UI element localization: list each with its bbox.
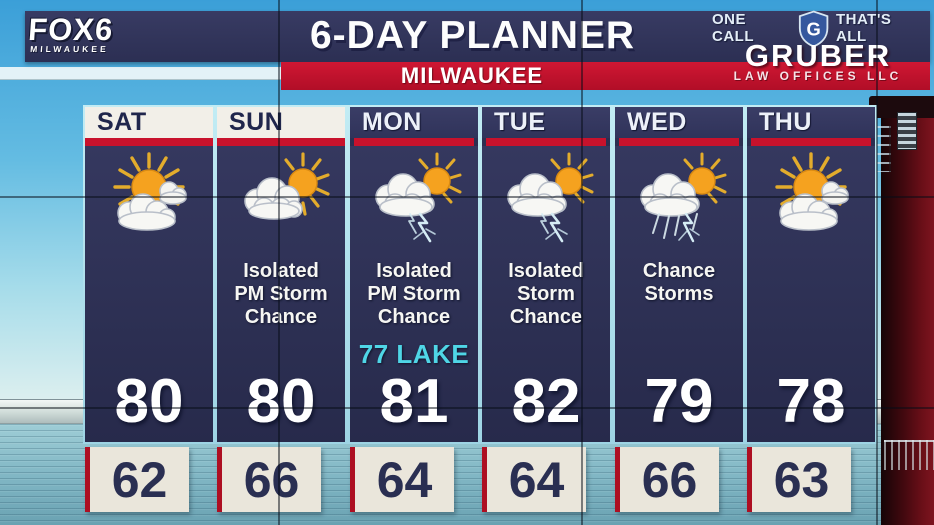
low-temp: 63 [773,451,830,508]
high-temp: 80 [246,367,316,436]
low-temp: 66 [641,451,698,508]
day-red-stripe [354,138,474,146]
day-red-stripe [217,138,345,146]
weather-icon [99,151,199,255]
weather-icon [761,151,861,255]
forecast-column-sat: SAT 80 62 [85,107,213,512]
lighthouse-cap [869,96,934,118]
forecast-panel-backing [83,105,877,444]
gruber-shield-icon: G [798,10,829,48]
low-temp-box: 62 [85,447,189,512]
condition-text: Isolated Storm Chance [508,260,584,328]
low-temp-box: 64 [350,447,454,512]
lake-temp-note: 77 LAKE [358,339,470,369]
day-label: THU [747,107,875,138]
forecast-column-mon: MON Isolated PM Storm Chance 77 LAKE 81 [350,107,478,512]
forecast-column-wed: WED Chance Storms 79 [615,107,743,512]
header-red-band [281,62,930,90]
forecast-column-sun: SUN Isolated PM Storm Chance 80 66 [217,107,345,512]
high-temp: 79 [644,367,714,436]
day-red-row [85,138,213,146]
day-red-row [747,138,875,146]
station-logo: FOX6 MILWAUKEE [27,12,115,54]
lighthouse-fence [884,440,934,470]
day-label: SUN [217,107,345,138]
forecast-column-tue: TUE Isolated Storm Chance 82 64 [482,107,610,512]
day-body: 78 [747,146,875,442]
condition-text [94,255,204,339]
high-temp: 81 [379,367,449,436]
condition-text: Isolated PM Storm Chance [367,260,461,328]
distant-pier [0,67,281,80]
low-temp: 66 [243,451,300,508]
low-temp: 62 [111,451,168,508]
station-city: MILWAUKEE [29,44,110,54]
condition-text: Chance Storms [642,260,716,305]
low-temp-box: 66 [217,447,321,512]
day-body: Isolated PM Storm Chance 77 LAKE 81 [350,146,478,442]
sponsor-name: GRUBER [744,38,892,73]
low-temp-box: 64 [482,447,586,512]
high-temp: 82 [511,367,581,436]
day-label: TUE [482,107,610,138]
low-temp: 64 [376,451,433,508]
location-label: MILWAUKEE [400,63,544,88]
sponsor-subtitle: LAW OFFICES LLC [733,69,903,83]
day-red-stripe [619,138,739,146]
header-banner [25,11,930,62]
forecast-column-thu: THU 78 63 [747,107,875,512]
condition-text: Isolated PM Storm Chance [234,260,328,328]
day-red-stripe [751,138,871,146]
day-body: Isolated PM Storm Chance 80 [217,146,345,442]
condition-text [756,255,866,339]
day-label: SAT [85,107,213,138]
high-temp: 80 [114,367,184,436]
low-temp-box: 63 [747,447,851,512]
page-title: 6-DAY PLANNER [309,14,636,57]
day-red-row [350,138,478,146]
weather-icon [231,151,331,255]
low-temp-box: 66 [615,447,719,512]
day-label: WED [615,107,743,138]
high-temp: 78 [776,367,846,436]
day-body: Isolated Storm Chance 82 [482,146,610,442]
day-red-row [482,138,610,146]
sponsor-monogram: G [806,18,820,39]
weather-icon [364,151,464,255]
day-red-stripe [85,138,213,146]
sponsor-tagline-left: ONE CALL [712,11,754,45]
weather-icon [496,151,596,255]
day-red-row [217,138,345,146]
low-temp: 64 [508,451,565,508]
weather-icon [629,151,729,255]
day-red-row [615,138,743,146]
day-red-stripe [486,138,606,146]
day-body: Chance Storms 79 [615,146,743,442]
lighthouse-window [897,112,917,150]
day-body: 80 [85,146,213,442]
day-label: MON [350,107,478,138]
station-name: FOX6 [27,12,115,47]
